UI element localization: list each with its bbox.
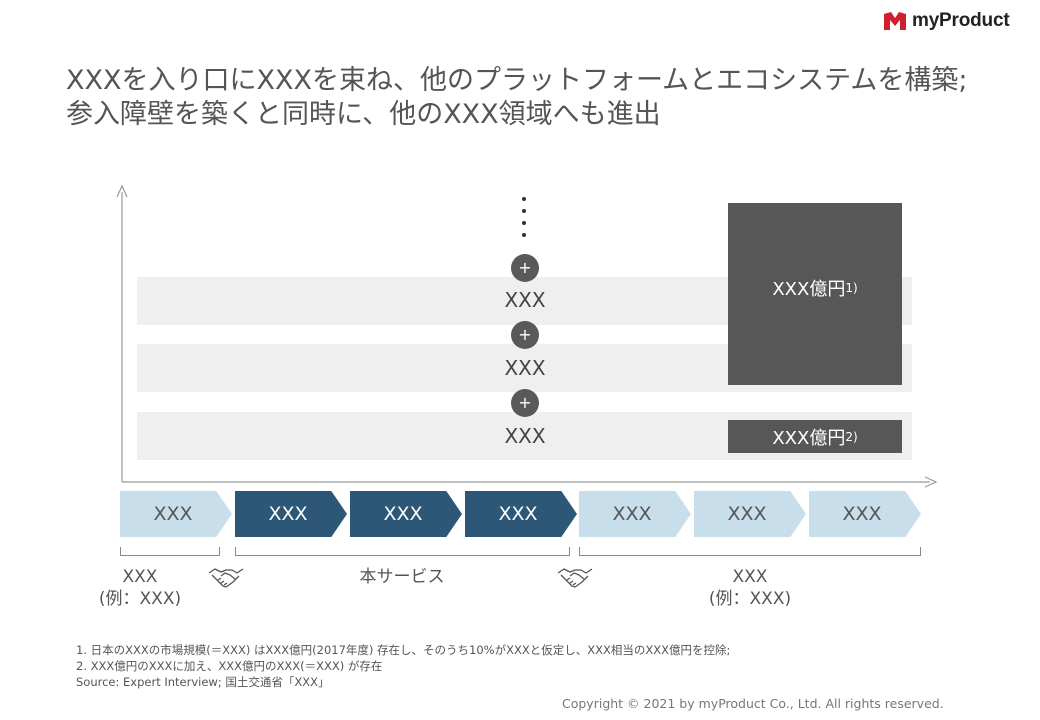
group-caption-right-line2: (例：XXX): [708, 589, 792, 609]
chain-step: XXX: [579, 491, 691, 537]
market-size-large-note: 1): [845, 281, 858, 295]
ellipsis-dot: [522, 221, 526, 225]
group-bracket-center: [235, 547, 570, 556]
title-line-2: 参入障壁を築くと同時に、他のXXX領域へも進出: [66, 99, 661, 130]
market-size-small-note: 2): [845, 429, 858, 444]
ellipsis-dot: [522, 233, 526, 237]
group-caption-right: XXX (例：XXX): [690, 566, 810, 610]
chain-step: XXX: [809, 491, 921, 537]
market-size-large-box: XXX億円 1): [728, 203, 902, 385]
ellipsis-dot: [522, 209, 526, 213]
chain-step: XXX: [235, 491, 347, 537]
group-caption-right-line1: XXX: [732, 567, 768, 587]
group-caption-left-line2: (例：XXX): [98, 589, 182, 609]
plus-icon: +: [511, 389, 539, 417]
page-title: XXXを入り口にXXXを束ね、他のプラットフォームとエコシステムを構築; 参入障…: [66, 64, 967, 132]
brand-logo: myProduct: [884, 10, 1010, 32]
x-axis-arrow: [924, 476, 938, 488]
market-size-large-label: XXX億円: [772, 279, 846, 300]
group-caption-left: XXX (例：XXX): [80, 566, 200, 610]
copyright: Copyright © 2021 by myProduct Co., Ltd. …: [562, 696, 944, 711]
market-size-small-label: XXX億円: [772, 427, 846, 449]
group-bracket-left: [120, 547, 220, 556]
footnote-2: 2. XXX億円のXXXに加え、XXX億円のXXX(＝XXX) が存在: [76, 659, 383, 673]
group-caption-center-line1: 本サービス: [359, 567, 445, 587]
footnote-1: 1. 日本のXXXの市場規模(＝XXX) はXXX億円(2017年度) 存在し、…: [76, 643, 731, 657]
brand-name: myProduct: [912, 10, 1010, 31]
group-caption-left-line1: XXX: [122, 567, 158, 587]
handshake-icon: [557, 568, 593, 588]
stack-row-label: XXX: [504, 356, 546, 380]
stack-row-label: XXX: [504, 288, 546, 312]
source-note: Source: Expert Interview; 国土交通省「XXX」: [76, 675, 330, 689]
chain-step: XXX: [120, 491, 232, 537]
chain-step: XXX: [694, 491, 806, 537]
group-bracket-right: [579, 547, 921, 556]
footnotes: 1. 日本のXXXの市場規模(＝XXX) はXXX億円(2017年度) 存在し、…: [76, 642, 730, 690]
chain-step: XXX: [350, 491, 462, 537]
plus-icon: +: [511, 321, 539, 349]
handshake-icon: [208, 568, 244, 588]
market-size-small-box: XXX億円 2): [728, 420, 902, 453]
group-caption-center: 本サービス: [342, 566, 462, 588]
title-line-1: XXXを入り口にXXXを束ね、他のプラットフォームとエコシステムを構築;: [66, 65, 968, 96]
stack-row-label: XXX: [504, 424, 546, 448]
chain-step: XXX: [465, 491, 577, 537]
ellipsis-dot: [522, 197, 526, 201]
y-axis-arrow: [116, 184, 128, 198]
plus-icon: +: [511, 254, 539, 282]
brand-logo-icon: [884, 12, 906, 30]
